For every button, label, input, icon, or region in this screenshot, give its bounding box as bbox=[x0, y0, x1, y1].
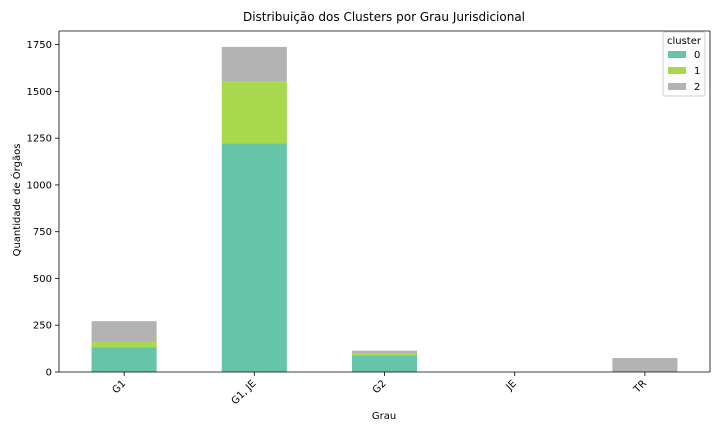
bar-segment-3-cluster-0 bbox=[351, 355, 418, 372]
bar-segment-1-cluster-0 bbox=[91, 347, 157, 372]
bar-segment-5-cluster-2 bbox=[612, 357, 678, 372]
legend-swatch-cluster-0 bbox=[668, 51, 686, 58]
y-tick-label: 750 bbox=[33, 227, 52, 238]
legend-swatch-cluster-2 bbox=[668, 83, 686, 90]
legend-swatch-cluster-1 bbox=[668, 67, 686, 74]
chart-title: Distribuição dos Clusters por Grau Juris… bbox=[243, 10, 525, 24]
y-axis-label: Quantidade de Órgãos bbox=[10, 144, 23, 257]
legend-label-cluster-2: 2 bbox=[694, 82, 700, 93]
bars-layer bbox=[91, 46, 678, 372]
y-tick-label: 0 bbox=[46, 368, 52, 379]
legend-title: cluster bbox=[667, 36, 702, 47]
x-tick-label: TR bbox=[631, 378, 649, 396]
legend-frame bbox=[662, 31, 706, 97]
bar-segment-1-cluster-2 bbox=[91, 321, 157, 343]
bar-segment-2-cluster-1 bbox=[221, 81, 287, 144]
y-tick-label: 1000 bbox=[27, 180, 52, 191]
legend-label-cluster-1: 1 bbox=[694, 66, 700, 77]
bar-segment-2-cluster-2 bbox=[221, 46, 287, 82]
bar-segment-3-cluster-2 bbox=[351, 350, 418, 354]
bar-segment-1-cluster-1 bbox=[91, 342, 157, 348]
legend-label-cluster-0: 0 bbox=[694, 50, 700, 61]
y-tick-label: 1250 bbox=[27, 134, 52, 145]
legend-items: 0 1 2 bbox=[668, 50, 700, 93]
bar-segment-3-cluster-1 bbox=[351, 353, 418, 356]
x-tick-label: G1 bbox=[110, 378, 128, 396]
x-tick-label: G1, JE bbox=[230, 378, 259, 407]
y-tick-label: 1750 bbox=[27, 40, 52, 51]
y-tick-label: 250 bbox=[33, 321, 52, 332]
x-axis-label: Grau bbox=[372, 411, 396, 422]
axes-layer bbox=[58, 30, 711, 373]
legend: cluster 0 1 2 bbox=[662, 31, 706, 97]
y-tick-label: 500 bbox=[33, 274, 52, 285]
y-tick-label: 1500 bbox=[27, 87, 52, 98]
x-tick-label: G2 bbox=[371, 378, 389, 396]
x-tick-label: JE bbox=[504, 378, 519, 393]
bar-segment-2-cluster-0 bbox=[221, 143, 287, 372]
